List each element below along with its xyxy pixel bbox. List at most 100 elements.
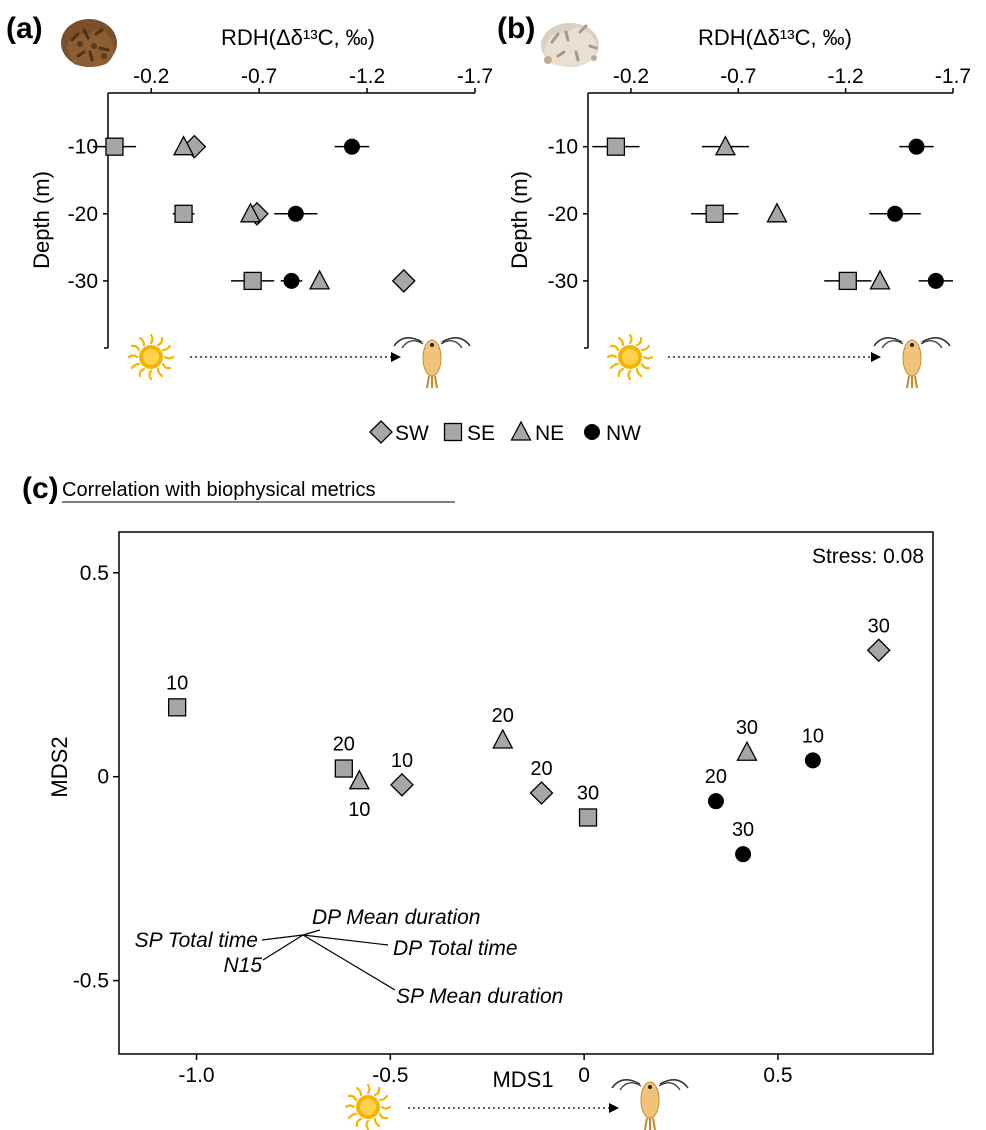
panel-c-letter: (c) — [22, 472, 59, 505]
x-tick-label: -0.5 — [372, 1064, 408, 1087]
point-depth-label: 20 — [530, 758, 552, 780]
y-tick-label: -10 — [548, 136, 578, 159]
y-tick-label: -20 — [548, 203, 578, 226]
point-se — [705, 204, 724, 223]
panel-a-points — [92, 134, 416, 293]
panel-c-frame — [118, 531, 934, 1055]
vector-label-dp-mean: DP Mean duration — [312, 906, 480, 929]
point-se — [243, 271, 262, 291]
point-depth-label: 30 — [868, 615, 890, 637]
point-depth-label: 30 — [577, 782, 599, 804]
vector-line — [302, 929, 321, 936]
point-sw — [390, 772, 414, 797]
point-nw — [908, 138, 925, 155]
panel-c-ticks: -1.0 -0.5 0 0.5 0.5 0 -0.5 — [73, 562, 793, 1087]
legend-marker-sw — [369, 420, 393, 444]
legend: SW SE NE NW — [369, 420, 641, 445]
panel-b-points — [592, 135, 953, 291]
panel-c-xlabel: MDS1 — [492, 1067, 553, 1092]
point-nw — [287, 205, 304, 222]
x-tick-label: -0.2 — [613, 65, 649, 88]
legend-label-nw: NW — [606, 422, 641, 445]
y-tick-label: -20 — [68, 203, 98, 226]
vector-label-sp-total: SP Total time — [135, 929, 258, 952]
point-sw — [391, 268, 416, 293]
point-nw — [283, 272, 300, 289]
point-ne — [736, 740, 758, 761]
panel-a-ticks: -0.2 -0.7 -1.2 -1.7 -10 -20 -30 — [68, 65, 493, 293]
point-depth-label: 10 — [166, 672, 188, 694]
point-ne — [492, 728, 514, 749]
vector-line — [262, 934, 304, 961]
point-depth-label: 30 — [732, 819, 754, 841]
point-depth-label: 10 — [802, 725, 824, 747]
legend-label-se: SE — [467, 422, 495, 445]
point-ne — [714, 135, 736, 156]
point-depth-label: 30 — [736, 717, 758, 739]
legend-label-ne: NE — [535, 422, 564, 445]
x-tick-label: -1.2 — [828, 65, 864, 88]
point-ne — [869, 269, 891, 290]
x-tick-label: -1.7 — [935, 65, 971, 88]
legend-marker-ne — [510, 420, 532, 441]
y-tick-label: 0 — [97, 766, 109, 789]
x-tick-label: -1.2 — [349, 65, 385, 88]
panel-a-xlabel: RDH(Δδ¹³C, ‰) — [221, 25, 375, 50]
point-ne — [172, 135, 195, 156]
point-nw — [804, 752, 821, 769]
vector-line — [302, 934, 389, 946]
sun-icon — [606, 333, 654, 381]
point-se — [606, 137, 626, 156]
point-nw — [887, 205, 904, 222]
point-ne — [766, 202, 788, 223]
panel-c-ylabel: MDS2 — [47, 736, 72, 797]
panel-a-ylabel: Depth (m) — [29, 171, 54, 269]
y-tick-label: -10 — [68, 136, 98, 159]
vector-label-sp-mean: SP Mean duration — [396, 985, 563, 1008]
point-sw — [866, 638, 891, 663]
x-tick-label: 0 — [578, 1064, 590, 1087]
coral-icon — [61, 19, 117, 67]
point-depth-label: 20 — [492, 705, 514, 727]
point-depth-label: 10 — [348, 799, 370, 821]
panel-b-letter: (b) — [497, 12, 535, 45]
larva-icon — [611, 1078, 689, 1130]
panel-b-ticks: -0.2 -0.7 -1.2 -1.7 -10 -20 -30 — [548, 65, 971, 293]
vector-line — [261, 934, 304, 941]
point-depth-label: 20 — [705, 766, 727, 788]
x-tick-label: -1.7 — [457, 65, 493, 88]
panel-a-axes — [104, 92, 475, 349]
sun-icon — [127, 333, 175, 381]
stress-annotation: Stress: 0.08 — [812, 545, 924, 568]
y-tick-label: -0.5 — [73, 970, 109, 993]
x-tick-label: -0.7 — [720, 65, 756, 88]
coral-bleached-icon — [541, 23, 599, 67]
point-se — [105, 137, 124, 156]
larva-icon — [873, 336, 951, 389]
point-nw — [707, 793, 724, 810]
legend-marker-se — [443, 422, 463, 442]
y-tick-label: -30 — [68, 270, 98, 293]
vector-label-dp-total: DP Total time — [393, 937, 518, 960]
point-se — [838, 271, 857, 291]
panel-b-xlabel: RDH(Δδ¹³C, ‰) — [698, 25, 852, 50]
panel-b-ylabel: Depth (m) — [507, 171, 532, 269]
x-tick-label: -0.2 — [133, 65, 169, 88]
point-se — [578, 808, 598, 827]
point-nw — [927, 272, 944, 289]
vector-label-n15: N15 — [223, 954, 262, 977]
x-tick-label: -1.0 — [178, 1064, 214, 1087]
y-tick-label: 0.5 — [80, 562, 109, 585]
point-ne — [239, 202, 262, 223]
point-sw — [529, 781, 554, 805]
x-tick-label: -0.7 — [241, 65, 277, 88]
larva-icon — [393, 336, 471, 389]
point-ne — [308, 269, 331, 290]
legend-marker-nw — [584, 424, 600, 440]
point-nw — [343, 138, 360, 155]
vector-line — [302, 934, 396, 991]
legend-label-sw: SW — [395, 422, 429, 445]
vector-overlay: DP Mean duration DP Total time SP Total … — [135, 906, 564, 1008]
point-nw — [735, 846, 752, 863]
